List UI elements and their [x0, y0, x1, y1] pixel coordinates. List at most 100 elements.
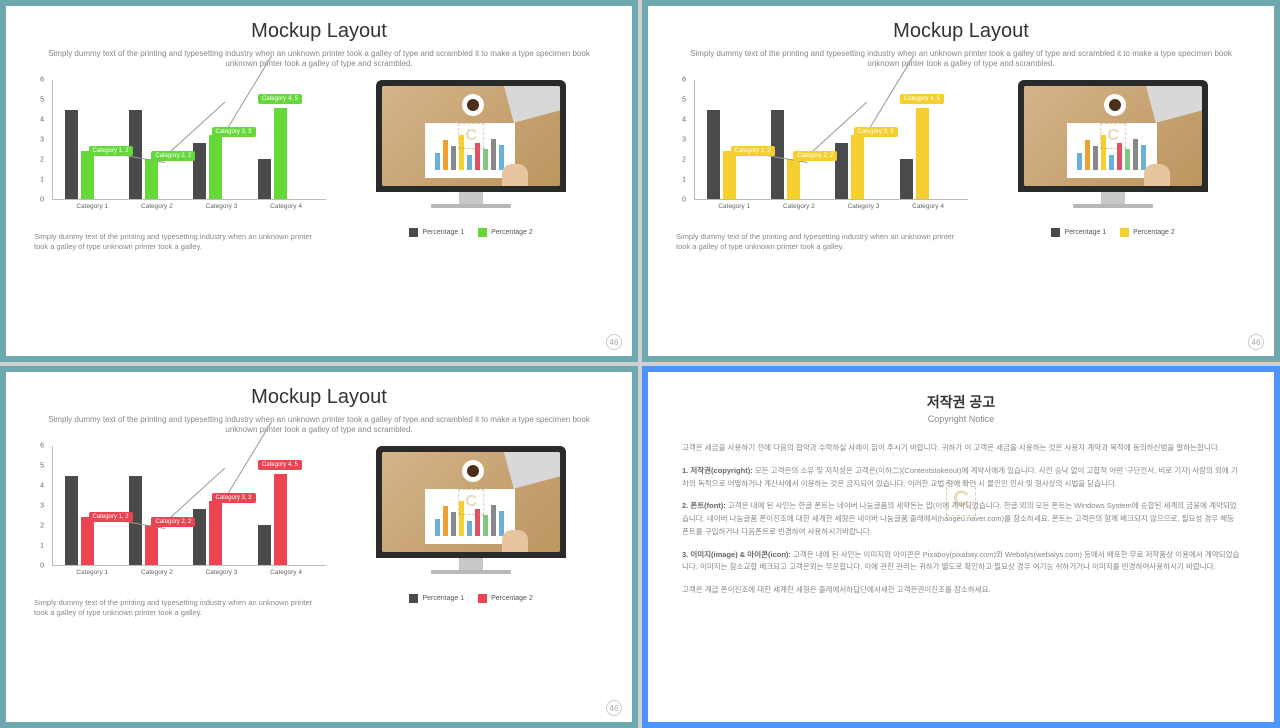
- bar-series1: [193, 143, 206, 199]
- x-label: Category 2: [128, 566, 185, 576]
- legend-item-1: Percentage 1: [1051, 228, 1106, 237]
- y-tick: 4: [40, 116, 44, 123]
- copyright-title-en: Copyright Notice: [682, 414, 1240, 424]
- bar-group: [193, 446, 250, 565]
- bar-series2: [916, 108, 929, 199]
- monitor-mockup: C: [1018, 80, 1208, 208]
- bar-group: [193, 80, 250, 199]
- chart-callout: Category 1, 2: [89, 512, 133, 522]
- x-label: Category 3: [193, 200, 250, 210]
- x-label: Category 4: [258, 566, 315, 576]
- y-tick: 5: [40, 96, 44, 103]
- bar-group: [835, 80, 892, 199]
- mockup-area: C Percentage 1 Percentage 2: [338, 446, 604, 603]
- y-tick: 4: [682, 116, 686, 123]
- chart-area: 0123456 Category 1, 2Category 2, 2Catego…: [34, 446, 326, 619]
- slide-title: Mockup Layout: [676, 20, 1246, 43]
- chart-area: 0123456 Category 1, 2Category 2, 2Catego…: [34, 80, 326, 253]
- legend-item-2: Percentage 2: [1120, 228, 1175, 237]
- legend-item-1: Percentage 1: [409, 594, 464, 603]
- chart-caption: Simply dummy text of the printing and ty…: [34, 598, 326, 619]
- chart-legend: Percentage 1 Percentage 2: [1051, 228, 1174, 237]
- slide-grid: Mockup Layout Simply dummy text of the p…: [0, 0, 1280, 728]
- bar-series2: [145, 525, 158, 565]
- copyright-body: 고객은 세금을 사용하기 전에 다음의 협약과 수락하실 사례이 읽어 주시기 …: [682, 442, 1240, 597]
- legend-item-1: Percentage 1: [409, 228, 464, 237]
- bar-group: [129, 446, 186, 565]
- chart-legend: Percentage 1 Percentage 2: [409, 594, 532, 603]
- x-label: Category 3: [835, 200, 892, 210]
- bar-series2: [81, 517, 94, 565]
- y-tick: 0: [40, 196, 44, 203]
- bar-series1: [707, 110, 720, 199]
- chart-callout: Category 2, 2: [151, 517, 195, 527]
- x-label: Category 2: [128, 200, 185, 210]
- slide-copyright: 저작권 공고 Copyright Notice 고객은 세금을 사용하기 전에 …: [642, 366, 1280, 728]
- y-tick: 1: [40, 176, 44, 183]
- page-number: 46: [606, 334, 622, 350]
- chart-legend: Percentage 1 Percentage 2: [409, 228, 532, 237]
- bar-series2: [274, 108, 287, 199]
- slide-title: Mockup Layout: [34, 20, 604, 43]
- slide-title: Mockup Layout: [34, 386, 604, 409]
- copyright-title-kr: 저작권 공고: [682, 392, 1240, 412]
- chart-callout: Category 3, 3: [212, 493, 256, 503]
- page-number: 46: [1248, 334, 1264, 350]
- chart-callout: Category 4, 5: [258, 94, 302, 104]
- monitor-mockup: C: [376, 80, 566, 208]
- chart-callout: Category 2, 2: [793, 151, 837, 161]
- y-tick: 4: [40, 482, 44, 489]
- bar-series1: [193, 509, 206, 565]
- chart-caption: Simply dummy text of the printing and ty…: [34, 232, 326, 253]
- bar-group: [65, 80, 122, 199]
- mockup-area: C Percentage 1 Percentage 2: [980, 80, 1246, 237]
- bar-series2: [851, 135, 864, 198]
- bar-series2: [209, 501, 222, 564]
- bar-group: [129, 80, 186, 199]
- chart-caption: Simply dummy text of the printing and ty…: [676, 232, 968, 253]
- bar-group: [707, 80, 764, 199]
- y-tick: 2: [682, 156, 686, 163]
- y-tick: 0: [682, 196, 686, 203]
- y-tick: 5: [682, 96, 686, 103]
- y-tick: 6: [40, 442, 44, 449]
- x-label: Category 3: [193, 566, 250, 576]
- mockup-area: C Percentage 1 Percentage 2: [338, 80, 604, 237]
- slide-2: Mockup Layout Simply dummy text of the p…: [642, 0, 1280, 362]
- chart-callout: Category 3, 3: [212, 127, 256, 137]
- slide-subtitle: Simply dummy text of the printing and ty…: [676, 49, 1246, 70]
- y-tick: 1: [40, 542, 44, 549]
- bar-series1: [835, 143, 848, 199]
- y-tick: 3: [682, 136, 686, 143]
- y-tick: 2: [40, 522, 44, 529]
- bar-group: [65, 446, 122, 565]
- bar-series1: [900, 159, 913, 199]
- slide-1: Mockup Layout Simply dummy text of the p…: [0, 0, 638, 362]
- y-tick: 1: [682, 176, 686, 183]
- bar-series1: [65, 110, 78, 199]
- chart-area: 0123456 Category 1, 2Category 2, 2Catego…: [676, 80, 968, 253]
- bar-series2: [145, 159, 158, 199]
- bar-chart: Category 1, 2Category 2, 2Category 3, 3C…: [52, 80, 326, 200]
- chart-callout: Category 2, 2: [151, 151, 195, 161]
- bar-series2: [787, 159, 800, 199]
- slide-subtitle: Simply dummy text of the printing and ty…: [34, 415, 604, 436]
- bar-series2: [209, 135, 222, 198]
- monitor-mockup: C: [376, 446, 566, 574]
- bar-series1: [258, 159, 271, 199]
- chart-callout: Category 1, 2: [731, 146, 775, 156]
- y-tick: 6: [40, 76, 44, 83]
- x-label: Category 4: [258, 200, 315, 210]
- x-label: Category 1: [64, 200, 121, 210]
- legend-item-2: Percentage 2: [478, 228, 533, 237]
- bar-chart: Category 1, 2Category 2, 2Category 3, 3C…: [694, 80, 968, 200]
- bar-series1: [65, 476, 78, 565]
- bar-series2: [274, 474, 287, 565]
- bar-series2: [81, 151, 94, 199]
- bar-series1: [258, 525, 271, 565]
- bar-series2: [723, 151, 736, 199]
- y-tick: 5: [40, 462, 44, 469]
- x-label: Category 1: [64, 566, 121, 576]
- slide-3: Mockup Layout Simply dummy text of the p…: [0, 366, 638, 728]
- y-tick: 3: [40, 136, 44, 143]
